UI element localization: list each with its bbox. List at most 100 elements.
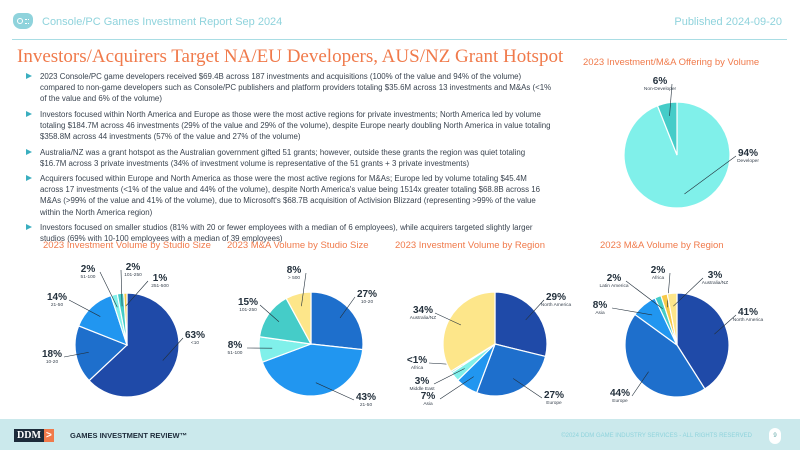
category-label: Australia/NZ <box>701 281 729 286</box>
published-date: Published 2024-09-20 <box>674 16 782 28</box>
category-label: 10-20 <box>45 360 59 365</box>
pct-label: 1% <box>152 273 168 284</box>
leader-line <box>162 337 184 361</box>
data-label: 6% Non-Developer <box>644 76 676 92</box>
leader-line <box>714 314 737 335</box>
category-label: 10-20 <box>360 300 374 305</box>
category-label: 251-500 <box>151 284 169 289</box>
data-label: 2% Latin America <box>599 273 628 289</box>
pct-label: 15% <box>237 297 259 308</box>
pie-slice-europe <box>475 343 547 397</box>
leader-line <box>669 83 673 116</box>
product-name: GAMES INVESTMENT REVIEW™ <box>70 431 188 440</box>
report-title: Console/PC Games Investment Report Sep 2… <box>42 16 283 28</box>
data-label: 34% Australia/NZ <box>410 305 436 321</box>
pct-label: 6% <box>652 76 668 87</box>
leader-line <box>68 299 101 317</box>
data-label: 7% Asia <box>421 391 435 407</box>
pct-label: 43% <box>355 392 377 403</box>
leader-line <box>625 280 663 309</box>
footer: DDM > GAMES INVESTMENT REVIEW™ ©2024 DDM … <box>0 419 800 450</box>
chart-title-ma-region: 2023 M&A Volume by Region <box>600 240 724 251</box>
data-label: 29% North America <box>541 292 571 308</box>
data-label: 94% Developer <box>737 148 759 164</box>
pie-slice-north-america <box>494 291 548 358</box>
pct-label: 29% <box>545 292 567 303</box>
leader-line <box>259 304 280 322</box>
leader-line <box>667 272 671 308</box>
data-label: 14% 21-50 <box>47 292 67 308</box>
pct-label: 2% <box>606 273 622 284</box>
bullet-item: 2023 Console/PC game developers received… <box>22 71 552 104</box>
category-label: North America <box>540 303 572 308</box>
data-label: 2% 101-250 <box>124 262 142 278</box>
bullet-item: Acquirers focused within Europe and Nort… <box>22 173 552 217</box>
pie-slice-21-50 <box>261 343 364 397</box>
pct-label: 94% <box>737 148 758 159</box>
data-label: 44% Europe <box>610 388 630 404</box>
data-label: 8% > 500 <box>287 265 301 281</box>
leader-line <box>99 271 118 308</box>
category-label: Africa <box>651 276 665 281</box>
leader-line <box>525 299 545 321</box>
report-header: Console/PC Games Investment Report Sep 2… <box>0 0 800 40</box>
page-title: Investors/Acquirers Target NA/EU Develop… <box>17 46 564 67</box>
category-label: Africa <box>410 366 424 371</box>
leader-line <box>611 307 653 316</box>
category-label: North America <box>732 318 764 323</box>
data-label: 3% Australia/NZ <box>702 270 728 286</box>
gamepad-icon <box>13 13 33 29</box>
ddm-logo: DDM > <box>14 429 54 442</box>
category-label: > 500 <box>287 276 301 281</box>
leader-line <box>631 371 649 397</box>
pct-label: 2% <box>650 265 666 276</box>
pct-label: 8% <box>592 300 608 311</box>
category-label: <10 <box>190 341 200 346</box>
category-label: 101-250 <box>239 308 257 313</box>
pie-slice-non-developer <box>656 101 678 156</box>
pct-label: <1% <box>406 355 428 366</box>
data-label: 2% 51-100 <box>81 264 96 280</box>
bullet-list: 2023 Console/PC game developers received… <box>22 71 552 249</box>
data-label: 1% 251-500 <box>151 273 169 289</box>
data-label: 8% 51-100 <box>228 340 243 356</box>
category-label: Latin America <box>599 284 629 289</box>
chart-title-invest-size: 2023 Investment Volume by Studio Size <box>43 240 211 251</box>
leader-line <box>125 280 149 307</box>
chart-title-offering: 2023 Investment/M&A Offering by Volume <box>583 57 760 68</box>
bullet-item: Investors focused on smaller studios (81… <box>22 222 552 244</box>
leader-line <box>315 382 355 401</box>
leader-line <box>63 352 89 358</box>
pct-label: 44% <box>609 388 631 399</box>
leader-line <box>673 277 704 307</box>
category-label: 101-250 <box>124 273 142 278</box>
chart-title-invest-region: 2023 Investment Volume by Region <box>395 240 545 251</box>
data-label: 63% <10 <box>185 330 205 346</box>
pct-label: 3% <box>707 270 723 281</box>
pie-slice--500 <box>285 291 312 345</box>
pct-label: 27% <box>543 390 565 401</box>
bullet-item: Investors focused within North America a… <box>22 109 552 142</box>
category-label: Asia <box>423 402 433 407</box>
pct-label: 34% <box>412 305 434 316</box>
category-label: Europe <box>546 401 562 406</box>
category-label: Asia <box>595 311 605 316</box>
category-label: Middle East <box>409 387 435 392</box>
pct-label: 2% <box>80 264 96 275</box>
pie-slice-australia-nz <box>666 292 678 346</box>
leader-line <box>684 155 737 195</box>
data-label: 27% 10-20 <box>357 289 377 305</box>
pie-slice-101-250 <box>258 297 313 345</box>
pct-label: 3% <box>414 376 430 387</box>
data-label: 3% Middle East <box>409 376 434 392</box>
leader-line <box>433 368 465 385</box>
pie-slice--10 <box>88 292 180 398</box>
category-label: 21-50 <box>50 303 64 308</box>
pct-label: 8% <box>286 265 302 276</box>
category-label: Australia/NZ <box>409 316 437 321</box>
data-label: 43% 21-50 <box>356 392 376 408</box>
leader-line <box>120 269 123 307</box>
pct-label: 41% <box>737 307 759 318</box>
pct-label: 27% <box>356 289 378 300</box>
